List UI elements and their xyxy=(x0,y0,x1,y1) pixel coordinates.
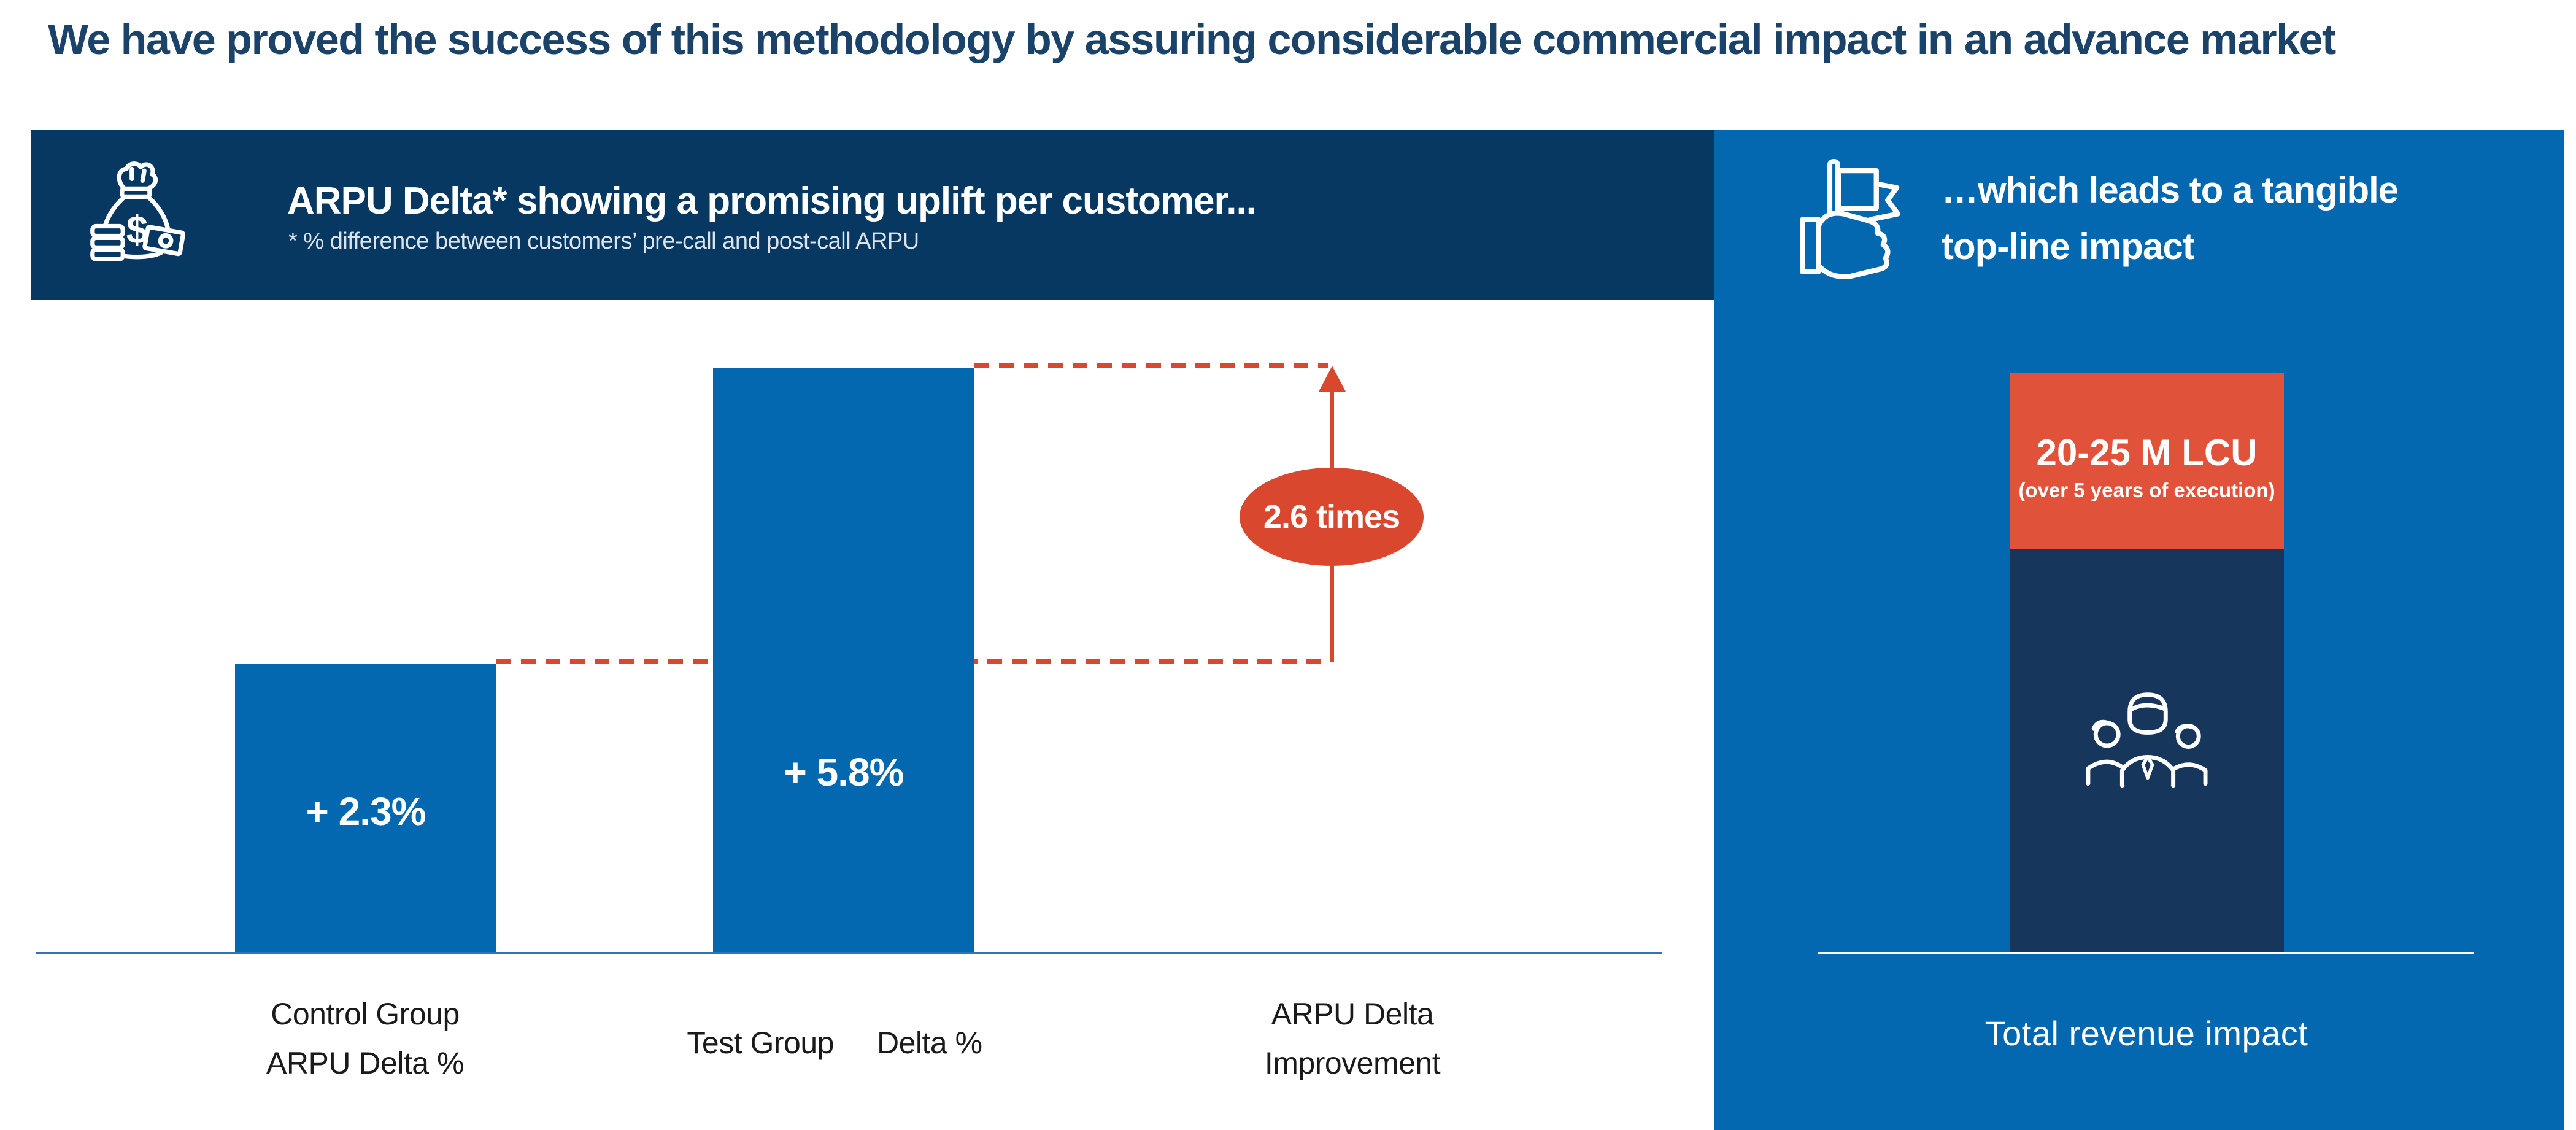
svg-text:$: $ xyxy=(126,207,148,252)
left-header-title: ARPU Delta* showing a promising uplift p… xyxy=(287,180,1257,222)
revenue-value-label: 20-25 M LCU xyxy=(2036,432,2258,473)
xlabel-arpu-delta-improvement: ARPU Delta Improvement xyxy=(1199,989,1506,1088)
left-header-band: $ ARPU Delta* showing a promising uplift… xyxy=(31,130,1714,300)
bar-test-value-label: + 5.8% xyxy=(784,750,904,794)
improvement-ratio-badge: 2.6 times xyxy=(1240,468,1424,566)
xlabel-control-line2: ARPU Delta % xyxy=(266,1046,464,1080)
revenue-baseline xyxy=(1818,952,2474,954)
money-bag-icon: $ xyxy=(89,153,187,279)
right-panel: …which leads to a tangible top-line impa… xyxy=(1714,130,2564,1130)
right-header-title: …which leads to a tangible top-line impa… xyxy=(1942,162,2543,275)
revenue-value-note: (over 5 years of execution) xyxy=(2018,479,2275,501)
dashed-line-test-level xyxy=(974,363,1328,368)
revenue-bar-orange-segment: 20-25 M LCU (over 5 years of execution) xyxy=(2010,373,2284,549)
left-header-footnote: * % difference between customers’ pre-ca… xyxy=(288,228,919,254)
revenue-bar-navy-segment xyxy=(2010,549,2284,953)
bar-control-group: + 2.3% xyxy=(235,664,496,953)
xlabel-improve-line1: ARPU Delta xyxy=(1271,997,1434,1031)
xlabel-control-group: Control Group ARPU Delta % xyxy=(212,989,519,1088)
bar-test-group: + 5.8% xyxy=(713,368,974,953)
chart-baseline-axis xyxy=(36,952,1662,954)
revenue-caption: Total revenue impact xyxy=(1984,1014,2308,1053)
team-icon xyxy=(2074,678,2221,791)
page-title: We have proved the success of this metho… xyxy=(48,15,2336,63)
xlabel-test-line1: Test Group xyxy=(687,1026,834,1060)
flag-hand-icon xyxy=(1791,158,1905,284)
right-header-line2: top-line impact xyxy=(1942,226,2195,267)
xlabel-test-group: Test Group Delta % xyxy=(638,1018,1031,1067)
xlabel-test-line2: Delta % xyxy=(876,1026,982,1060)
improvement-arrow-head-icon xyxy=(1319,366,1346,392)
right-header-line1: …which leads to a tangible xyxy=(1942,169,2399,211)
xlabel-control-line1: Control Group xyxy=(271,997,460,1031)
improvement-ratio-text: 2.6 times xyxy=(1263,498,1400,535)
xlabel-improve-line2: Improvement xyxy=(1264,1046,1441,1080)
bar-control-value-label: + 2.3% xyxy=(306,789,426,834)
